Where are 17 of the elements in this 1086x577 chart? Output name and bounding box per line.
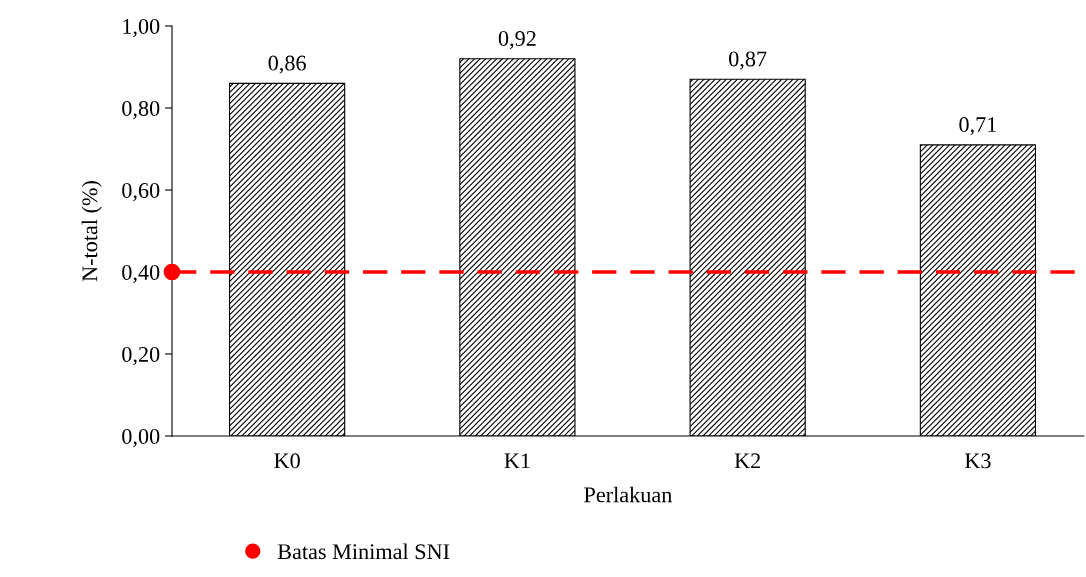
y-tick-label: 0,80 (122, 100, 160, 120)
x-tick-label: K0 (274, 453, 300, 469)
data-label: 0,87 (729, 51, 767, 70)
y-tick-label: 0,20 (122, 346, 160, 366)
data-label: 0,71 (959, 117, 997, 136)
x-axis-title: Perlakuan (584, 486, 672, 503)
y-tick-label: 0,60 (122, 182, 160, 202)
y-axis-title: N-total (%) (81, 181, 102, 282)
x-tick-label: K1 (504, 453, 530, 469)
data-label: 0,86 (268, 55, 306, 74)
y-tick-label: 0,00 (122, 428, 160, 448)
legend-label: Batas Minimal SNI (277, 543, 450, 560)
data-label: 0,92 (498, 30, 536, 50)
y-tick-label: 0,40 (122, 264, 160, 284)
x-tick-label: K3 (964, 453, 991, 469)
x-tick-label: K2 (734, 453, 760, 469)
y-tick-label: 1,00 (123, 18, 160, 38)
